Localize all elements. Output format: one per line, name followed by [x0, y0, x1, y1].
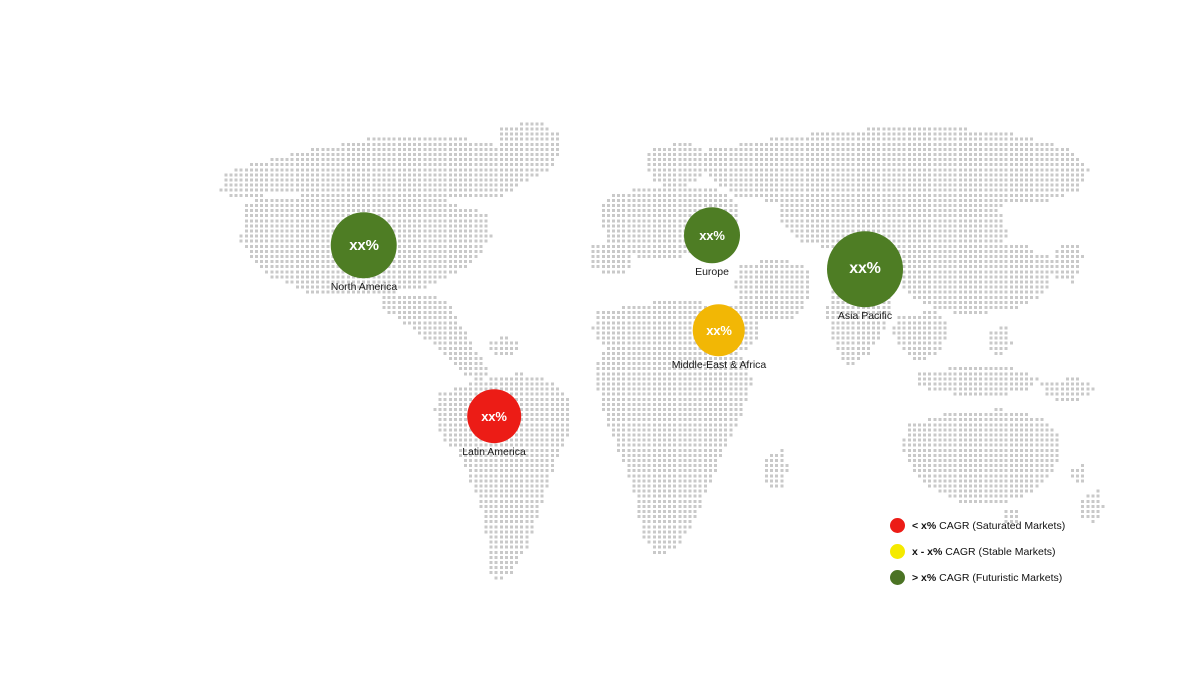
legend-item-saturated: < x% CAGR (Saturated Markets) — [890, 518, 1065, 533]
region-asia-pacific[interactable]: xx% Asia Pacific — [827, 231, 903, 323]
legend-description-futuristic: CAGR (Futuristic Markets) — [936, 571, 1063, 584]
legend-threshold-futuristic: > x% — [912, 571, 937, 584]
region-bubble-europe[interactable]: xx% — [684, 207, 740, 264]
region-label-latin-america: Latin America — [462, 446, 526, 459]
legend-label-stable: x - x% CAGR (Stable Markets) — [912, 546, 1056, 558]
legend-item-futuristic: > x% CAGR (Futuristic Markets) — [890, 570, 1065, 585]
legend: < x% CAGR (Saturated Markets) x - x% CAGR… — [890, 518, 1065, 585]
legend-dot-futuristic-icon — [890, 570, 905, 585]
region-label-asia-pacific: Asia Pacific — [837, 310, 893, 323]
region-bubble-latin-america[interactable]: xx% — [467, 389, 521, 444]
region-label-north-america: North America — [330, 281, 398, 294]
legend-description-stable: CAGR (Stable Markets) — [942, 545, 1056, 558]
region-north-america[interactable]: xx% North America — [330, 212, 398, 294]
region-bubble-asia-pacific[interactable]: xx% — [827, 231, 903, 308]
legend-dot-saturated-icon — [890, 518, 905, 533]
legend-dot-stable-icon — [890, 544, 905, 559]
region-middle-east-africa[interactable]: xx% Middle-East & Africa — [671, 304, 767, 372]
legend-threshold-saturated: < x% — [912, 519, 937, 532]
legend-item-stable: x - x% CAGR (Stable Markets) — [890, 544, 1065, 559]
legend-label-futuristic: > x% CAGR (Futuristic Markets) — [912, 572, 1062, 584]
legend-label-saturated: < x% CAGR (Saturated Markets) — [912, 520, 1065, 532]
region-europe[interactable]: xx% Europe — [684, 207, 740, 279]
region-label-europe: Europe — [695, 266, 729, 279]
legend-threshold-stable: x - x% — [912, 545, 943, 558]
region-label-middle-east-africa: Middle-East & Africa — [671, 359, 767, 372]
region-bubble-middle-east-africa[interactable]: xx% — [692, 304, 745, 357]
legend-description-saturated: CAGR (Saturated Markets) — [936, 519, 1066, 532]
region-bubble-north-america[interactable]: xx% — [331, 212, 397, 279]
region-latin-america[interactable]: xx% Latin America — [462, 389, 526, 459]
